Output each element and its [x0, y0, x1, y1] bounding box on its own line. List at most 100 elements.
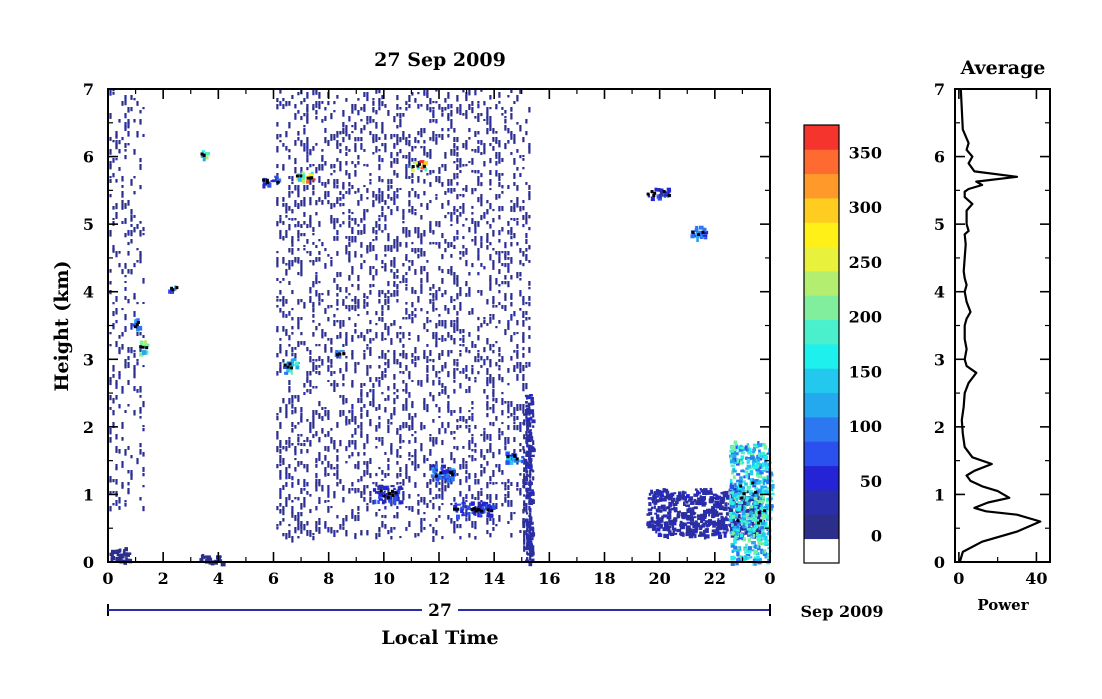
noise-cell-1: [453, 431, 456, 434]
noise-cell-1: [474, 536, 477, 540]
noise-cell-2: [523, 506, 526, 512]
noise-cell-1: [393, 353, 396, 360]
noise-cell-1: [381, 179, 384, 183]
noise-cell-1: [384, 134, 387, 140]
echo-cell: [674, 500, 679, 504]
noise-cell-1: [288, 260, 291, 266]
noise-cell-1: [393, 350, 396, 355]
noise-cell-1: [471, 368, 474, 375]
noise-cell-1: [456, 473, 459, 476]
noise-cell-1: [492, 146, 495, 151]
noise-cell-1: [309, 380, 312, 387]
echo-cell: [655, 514, 660, 519]
echo-core-cell: [701, 230, 705, 234]
noise-cell-1: [360, 230, 363, 235]
noise-cell-1: [516, 203, 519, 208]
echo-cell: [656, 527, 661, 532]
noise-cell-1: [522, 365, 525, 372]
noise-cell-1: [423, 401, 426, 408]
noise-cell-1: [303, 200, 306, 207]
noise-cell-1: [294, 410, 297, 414]
noise-cell-1: [384, 266, 387, 272]
noise-cell-1: [339, 143, 342, 147]
noise-cell-0: [139, 407, 142, 414]
noise-cell-1: [474, 131, 477, 137]
noise-cell-1: [315, 143, 318, 146]
noise-cell-1: [483, 347, 486, 353]
noise-cell-1: [276, 506, 279, 511]
noise-cell-1: [474, 224, 477, 227]
noise-cell-1: [456, 317, 459, 323]
noise-cell-1: [357, 314, 360, 317]
noise-cell-1: [378, 299, 381, 304]
noise-cell-1: [465, 476, 468, 483]
echo-cell: [712, 510, 716, 516]
echo-cell: [694, 520, 698, 524]
noise-cell-1: [366, 461, 369, 467]
noise-cell-1: [348, 149, 351, 152]
noise-cell-0: [124, 314, 127, 321]
echo-7: [295, 171, 316, 184]
echo-cell: [673, 506, 676, 509]
noise-cell-1: [285, 482, 288, 487]
noise-cell-1: [348, 443, 351, 448]
noise-cell-1: [387, 458, 390, 462]
noise-cell-1: [378, 527, 381, 533]
echo-cell: [683, 501, 686, 506]
noise-cell-1: [513, 368, 516, 372]
noise-cell-1: [465, 419, 468, 424]
echo-cell: [755, 444, 760, 447]
noise-cell-1: [324, 308, 327, 314]
echo-cell: [693, 506, 698, 510]
noise-cell-0: [112, 422, 115, 428]
noise-cell-1: [297, 323, 300, 330]
noise-cell-0: [124, 113, 127, 119]
noise-cell-1: [300, 407, 303, 413]
noise-cell-1: [417, 380, 420, 386]
noise-cell-1: [486, 380, 489, 387]
echo-cell: [660, 504, 666, 509]
noise-cell-1: [450, 458, 453, 461]
echo-cell: [695, 231, 699, 235]
noise-cell-1: [342, 518, 345, 521]
noise-cell-1: [369, 497, 372, 503]
noise-cell-1: [468, 137, 471, 140]
noise-cell-1: [477, 113, 480, 119]
noise-cell-1: [486, 122, 489, 125]
colorbar-tick-label-7: 350: [849, 143, 882, 162]
noise-cell-1: [405, 353, 408, 360]
noise-cell-1: [483, 101, 486, 106]
noise-cell-1: [405, 242, 408, 248]
echo-cell: [761, 514, 766, 519]
echo-cell: [377, 490, 382, 495]
noise-cell-1: [417, 176, 420, 183]
noise-cell-0: [139, 164, 142, 170]
main-y-axis-label: Height (km): [51, 261, 73, 392]
noise-cell-1: [384, 473, 387, 478]
x-tick-label-9: 18: [593, 569, 615, 588]
noise-cell-1: [396, 332, 399, 339]
noise-cell-1: [498, 239, 501, 243]
noise-cell-1: [360, 194, 363, 198]
noise-cell-1: [327, 380, 330, 382]
echo-cell: [513, 459, 517, 463]
echo-cell: [749, 498, 755, 502]
noise-cell-1: [315, 473, 318, 479]
noise-cell-1: [396, 431, 399, 435]
noise-cell-1: [459, 491, 462, 497]
noise-cell-1: [315, 110, 318, 115]
noise-cell-1: [309, 152, 312, 156]
noise-cell-0: [115, 383, 118, 389]
noise-cell-1: [405, 398, 408, 403]
noise-cell-1: [498, 230, 501, 236]
noise-cell-1: [420, 170, 423, 173]
noise-cell-1: [306, 107, 309, 113]
echo-cell: [432, 469, 436, 473]
noise-cell-1: [408, 506, 411, 511]
noise-cell-0: [115, 464, 118, 469]
echo-cell: [753, 496, 758, 501]
echo-cell: [736, 473, 741, 476]
noise-cell-1: [456, 236, 459, 240]
noise-cell-1: [354, 416, 357, 420]
echo-cell: [648, 502, 652, 506]
